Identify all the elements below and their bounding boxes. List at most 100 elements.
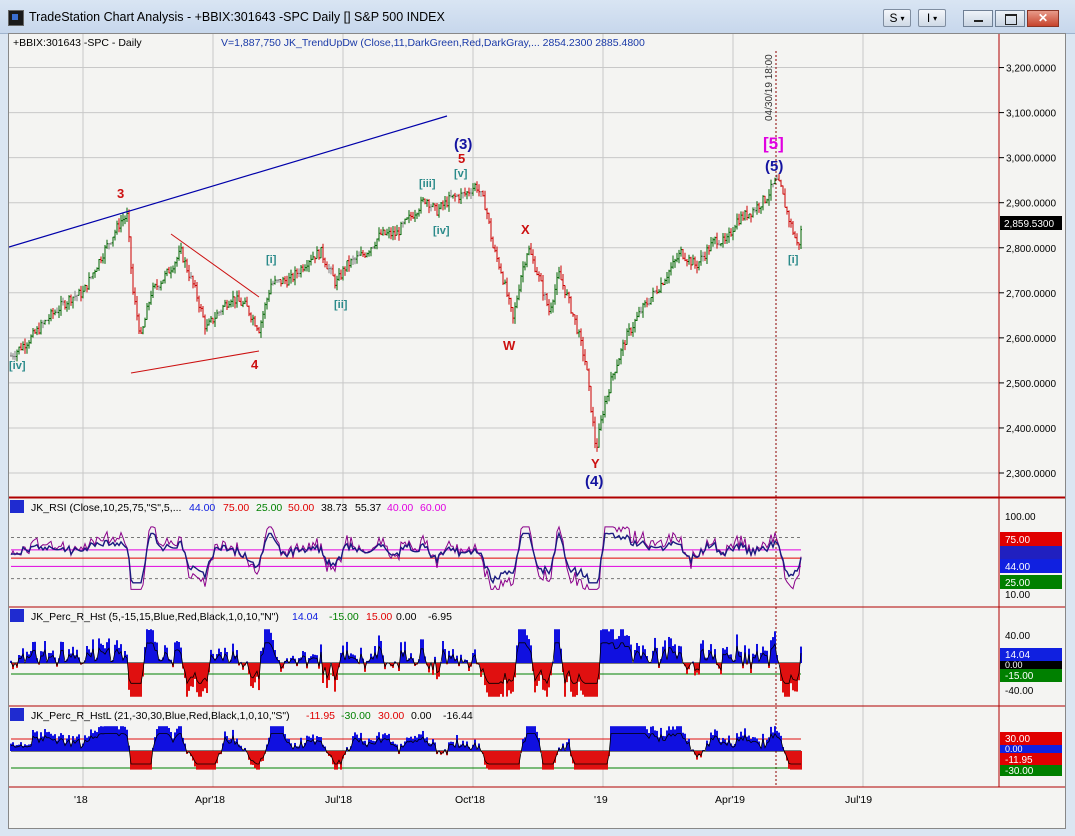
percl-bar	[506, 751, 508, 770]
percl-bar	[368, 738, 370, 751]
percl-bar	[430, 743, 432, 751]
perc-bar	[256, 663, 258, 677]
minimize-button[interactable]	[963, 10, 993, 27]
symbol-linking-label: S	[889, 11, 898, 25]
percl-bar	[202, 751, 204, 770]
percl-bar	[300, 737, 302, 751]
perc-badge-value-label: 14.04	[1005, 650, 1030, 661]
chart-canvas[interactable]: 04/30/19 18:00 +BBIX:301643 -SPC - Daily…	[9, 34, 1065, 828]
percl-bar	[574, 751, 576, 770]
percl-bar	[210, 751, 212, 770]
percl-bar	[518, 751, 520, 770]
header-value: 44.00	[189, 502, 215, 514]
perc-bar	[578, 663, 580, 682]
percl-bar	[458, 745, 460, 751]
percl-bar	[600, 751, 602, 770]
percl-bar	[98, 727, 100, 751]
percl-bar	[320, 737, 322, 751]
percl-bar	[352, 736, 354, 751]
chart-area[interactable]: 04/30/19 18:00 +BBIX:301643 -SPC - Daily…	[8, 33, 1066, 829]
pane-handle-icon[interactable]	[10, 609, 24, 622]
pane-handle-icon[interactable]	[10, 500, 24, 513]
symbol-linking-button[interactable]: S ▾	[883, 9, 911, 27]
percl-bar	[696, 751, 698, 760]
percl-bar	[258, 751, 260, 770]
perc-bar	[708, 649, 710, 663]
percl-bar	[260, 751, 262, 762]
perc-bar	[190, 663, 192, 687]
percl-bar	[414, 735, 416, 751]
percl-bar	[472, 744, 474, 751]
percl-bar	[366, 744, 368, 751]
perc-bar	[200, 663, 202, 697]
tradestation-app-icon[interactable]	[8, 10, 24, 26]
perc-bar	[510, 663, 512, 694]
percl-bar	[590, 751, 592, 770]
percl-bar	[288, 739, 290, 751]
percl-bar	[284, 734, 286, 751]
percl-bar	[106, 726, 108, 751]
percl-bar	[20, 742, 22, 751]
perc-bar	[150, 629, 152, 663]
percl-bar	[672, 726, 674, 751]
maximize-button[interactable]	[995, 10, 1025, 27]
percl-bar	[370, 740, 372, 751]
perc-bar	[548, 663, 550, 688]
perc-bar	[344, 657, 346, 663]
wave-label-red: 5	[458, 151, 465, 166]
minimize-icon	[974, 20, 983, 22]
percl-bar	[732, 745, 734, 751]
percl-bar	[30, 744, 32, 751]
perc-bar	[556, 629, 558, 663]
percl-bar	[362, 741, 364, 751]
percl-bar	[56, 740, 58, 751]
percl-bar	[576, 751, 578, 770]
percl-bar	[96, 732, 98, 751]
percl-bar	[788, 751, 790, 769]
percl-bar	[334, 751, 336, 770]
perc-bar	[494, 663, 496, 697]
pane-handle-icon[interactable]	[10, 708, 24, 721]
percl-bar	[670, 729, 672, 751]
percl-bar	[612, 726, 614, 751]
perc-bar	[268, 629, 270, 663]
percl-bar	[594, 751, 596, 770]
interval-linking-button[interactable]: I ▾	[918, 9, 946, 27]
time-axis: '18 Apr'18 Jul'18 Oct'18 '19 Apr'19 Jul'19	[74, 794, 872, 806]
rsi-tick-100: 100.00	[1005, 512, 1036, 523]
perc-bar	[166, 647, 168, 663]
percl-bar	[504, 751, 506, 770]
perc-bar	[638, 645, 640, 663]
perc-bar	[490, 663, 492, 697]
perc-bar	[536, 663, 538, 686]
percl-bar	[422, 730, 424, 751]
perc-bar	[270, 632, 272, 663]
perc-bar	[408, 658, 410, 663]
close-button[interactable]: ✕	[1027, 10, 1059, 27]
percl-bar	[462, 740, 464, 751]
perc-bar	[486, 663, 488, 693]
perc-bar	[772, 637, 774, 663]
percl-bar	[526, 726, 528, 751]
percl-bar	[38, 738, 40, 751]
price-tick-label: 3,000.0000	[1006, 154, 1056, 165]
percl-bar	[402, 745, 404, 751]
pane-borders	[9, 34, 1065, 788]
percl-bar	[378, 732, 380, 751]
trend-lines	[9, 115, 448, 374]
perc-bar	[502, 663, 504, 697]
percl-bar	[524, 737, 526, 751]
percl-bar	[200, 751, 202, 770]
perc-bar	[764, 650, 766, 663]
percl-bar	[450, 741, 452, 751]
perc-bar	[300, 657, 302, 663]
percl-bar	[132, 751, 134, 770]
price-tick-label: 2,900.0000	[1006, 199, 1056, 210]
perc-bar	[326, 663, 328, 688]
perc-bar	[184, 663, 186, 678]
percl-bar	[28, 744, 30, 751]
header-value: -11.95	[306, 710, 335, 722]
percl-bar	[84, 735, 86, 751]
percl-bar	[774, 726, 776, 751]
percl-bar	[380, 738, 382, 751]
